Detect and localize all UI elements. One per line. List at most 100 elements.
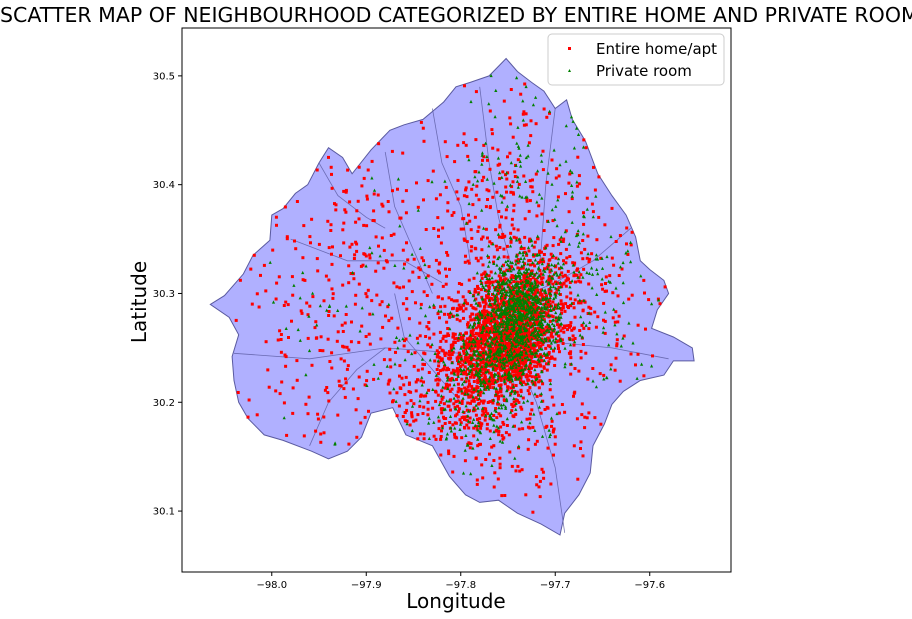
data-point (615, 338, 619, 342)
data-point (569, 321, 573, 325)
data-point (482, 272, 486, 276)
data-point (437, 378, 441, 382)
data-point (508, 151, 512, 155)
data-point (474, 413, 478, 417)
data-point (483, 287, 487, 292)
data-point (539, 359, 543, 362)
data-point (365, 379, 369, 383)
data-point (462, 345, 466, 349)
data-point (528, 374, 532, 378)
data-point (401, 151, 405, 155)
data-point (497, 274, 501, 278)
data-point (479, 361, 483, 365)
data-point (475, 372, 479, 377)
data-point (501, 437, 505, 441)
data-point (457, 386, 461, 390)
data-point (488, 281, 492, 285)
data-point (323, 388, 327, 392)
data-point (601, 330, 605, 334)
data-point (629, 243, 633, 247)
data-point (524, 155, 528, 160)
data-point (542, 295, 546, 299)
data-point (286, 303, 290, 307)
data-point (505, 290, 509, 294)
data-point (456, 178, 460, 182)
data-point (546, 313, 550, 317)
data-point (327, 314, 331, 317)
data-point (456, 395, 460, 399)
data-point (533, 264, 537, 268)
data-point (510, 464, 514, 468)
data-point (337, 379, 341, 383)
data-point (576, 132, 581, 136)
data-point (548, 388, 552, 392)
data-point (503, 332, 507, 336)
data-point (519, 405, 523, 409)
data-point (545, 362, 548, 366)
data-point (587, 411, 591, 415)
data-point (472, 321, 477, 325)
data-point (459, 356, 463, 360)
data-point (561, 282, 565, 286)
data-point (548, 111, 551, 115)
data-point (542, 304, 546, 308)
data-point (618, 379, 622, 383)
data-point (523, 217, 527, 221)
data-point (527, 289, 531, 293)
data-point (523, 262, 527, 266)
data-point (554, 306, 558, 310)
data-point (363, 252, 367, 256)
data-point (499, 281, 503, 286)
data-point (307, 348, 312, 353)
data-point (367, 409, 370, 413)
data-point (476, 292, 480, 296)
data-point (537, 334, 541, 338)
data-point (557, 316, 561, 320)
data-point (552, 263, 556, 267)
data-point (497, 255, 501, 259)
data-point (418, 404, 422, 408)
data-point (497, 326, 501, 330)
data-point (512, 227, 516, 231)
data-point (504, 352, 508, 355)
data-point (477, 225, 481, 229)
data-point (518, 295, 522, 299)
data-point (416, 378, 420, 382)
data-point (514, 375, 518, 379)
data-point (450, 360, 454, 365)
data-point (509, 161, 513, 165)
data-point (434, 389, 437, 393)
data-point (247, 398, 251, 402)
data-point (403, 419, 407, 423)
data-point (528, 310, 532, 314)
data-point (472, 276, 476, 280)
data-point (589, 312, 593, 316)
data-point (459, 371, 463, 376)
data-point (511, 302, 515, 306)
data-point (509, 277, 514, 281)
data-point (267, 385, 271, 389)
data-point (524, 329, 528, 333)
data-point (581, 308, 585, 312)
data-point (331, 296, 335, 300)
data-point (526, 304, 531, 308)
data-point (523, 297, 527, 301)
data-point (464, 254, 467, 258)
data-point (516, 343, 520, 347)
data-point (471, 446, 475, 450)
data-point (513, 353, 517, 357)
data-point (547, 263, 551, 267)
data-point (515, 259, 519, 263)
data-point (579, 356, 583, 360)
data-point (529, 355, 533, 359)
data-point (514, 353, 518, 357)
data-point (325, 308, 329, 312)
data-point (527, 339, 531, 343)
data-point (316, 417, 320, 421)
data-point (464, 347, 468, 351)
data-point (457, 303, 461, 307)
data-point (529, 342, 533, 346)
data-point (530, 315, 534, 319)
data-point (509, 392, 513, 396)
data-point (550, 419, 554, 423)
